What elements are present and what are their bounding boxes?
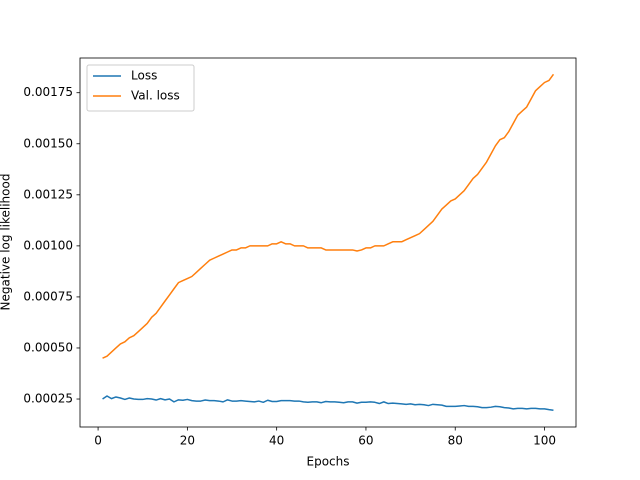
y-tick-label: 0.00100 bbox=[23, 238, 73, 252]
y-tick-label: 0.00050 bbox=[23, 340, 73, 354]
x-tick-label: 0 bbox=[94, 434, 102, 448]
x-axis-label: Epochs bbox=[307, 455, 350, 469]
y-axis-label: Negative log likelihood bbox=[0, 174, 13, 311]
series-line bbox=[102, 395, 554, 412]
legend-label: Loss bbox=[131, 69, 157, 83]
legend-label: Val. loss bbox=[131, 89, 180, 103]
plot-frame bbox=[79, 57, 577, 428]
x-tick-label: 100 bbox=[533, 434, 556, 448]
series-line bbox=[102, 73, 555, 359]
y-tick-label: 0.00125 bbox=[23, 187, 73, 201]
x-tick-label: 60 bbox=[358, 434, 373, 448]
y-tick-label: 0.00175 bbox=[23, 85, 73, 99]
x-tick-label: 40 bbox=[269, 434, 284, 448]
y-tick-label: 0.00150 bbox=[23, 136, 73, 150]
x-tick-label: 20 bbox=[180, 434, 195, 448]
y-tick-label: 0.00075 bbox=[23, 289, 73, 303]
y-tick-label: 0.00025 bbox=[23, 392, 73, 406]
x-tick-label: 80 bbox=[448, 434, 463, 448]
